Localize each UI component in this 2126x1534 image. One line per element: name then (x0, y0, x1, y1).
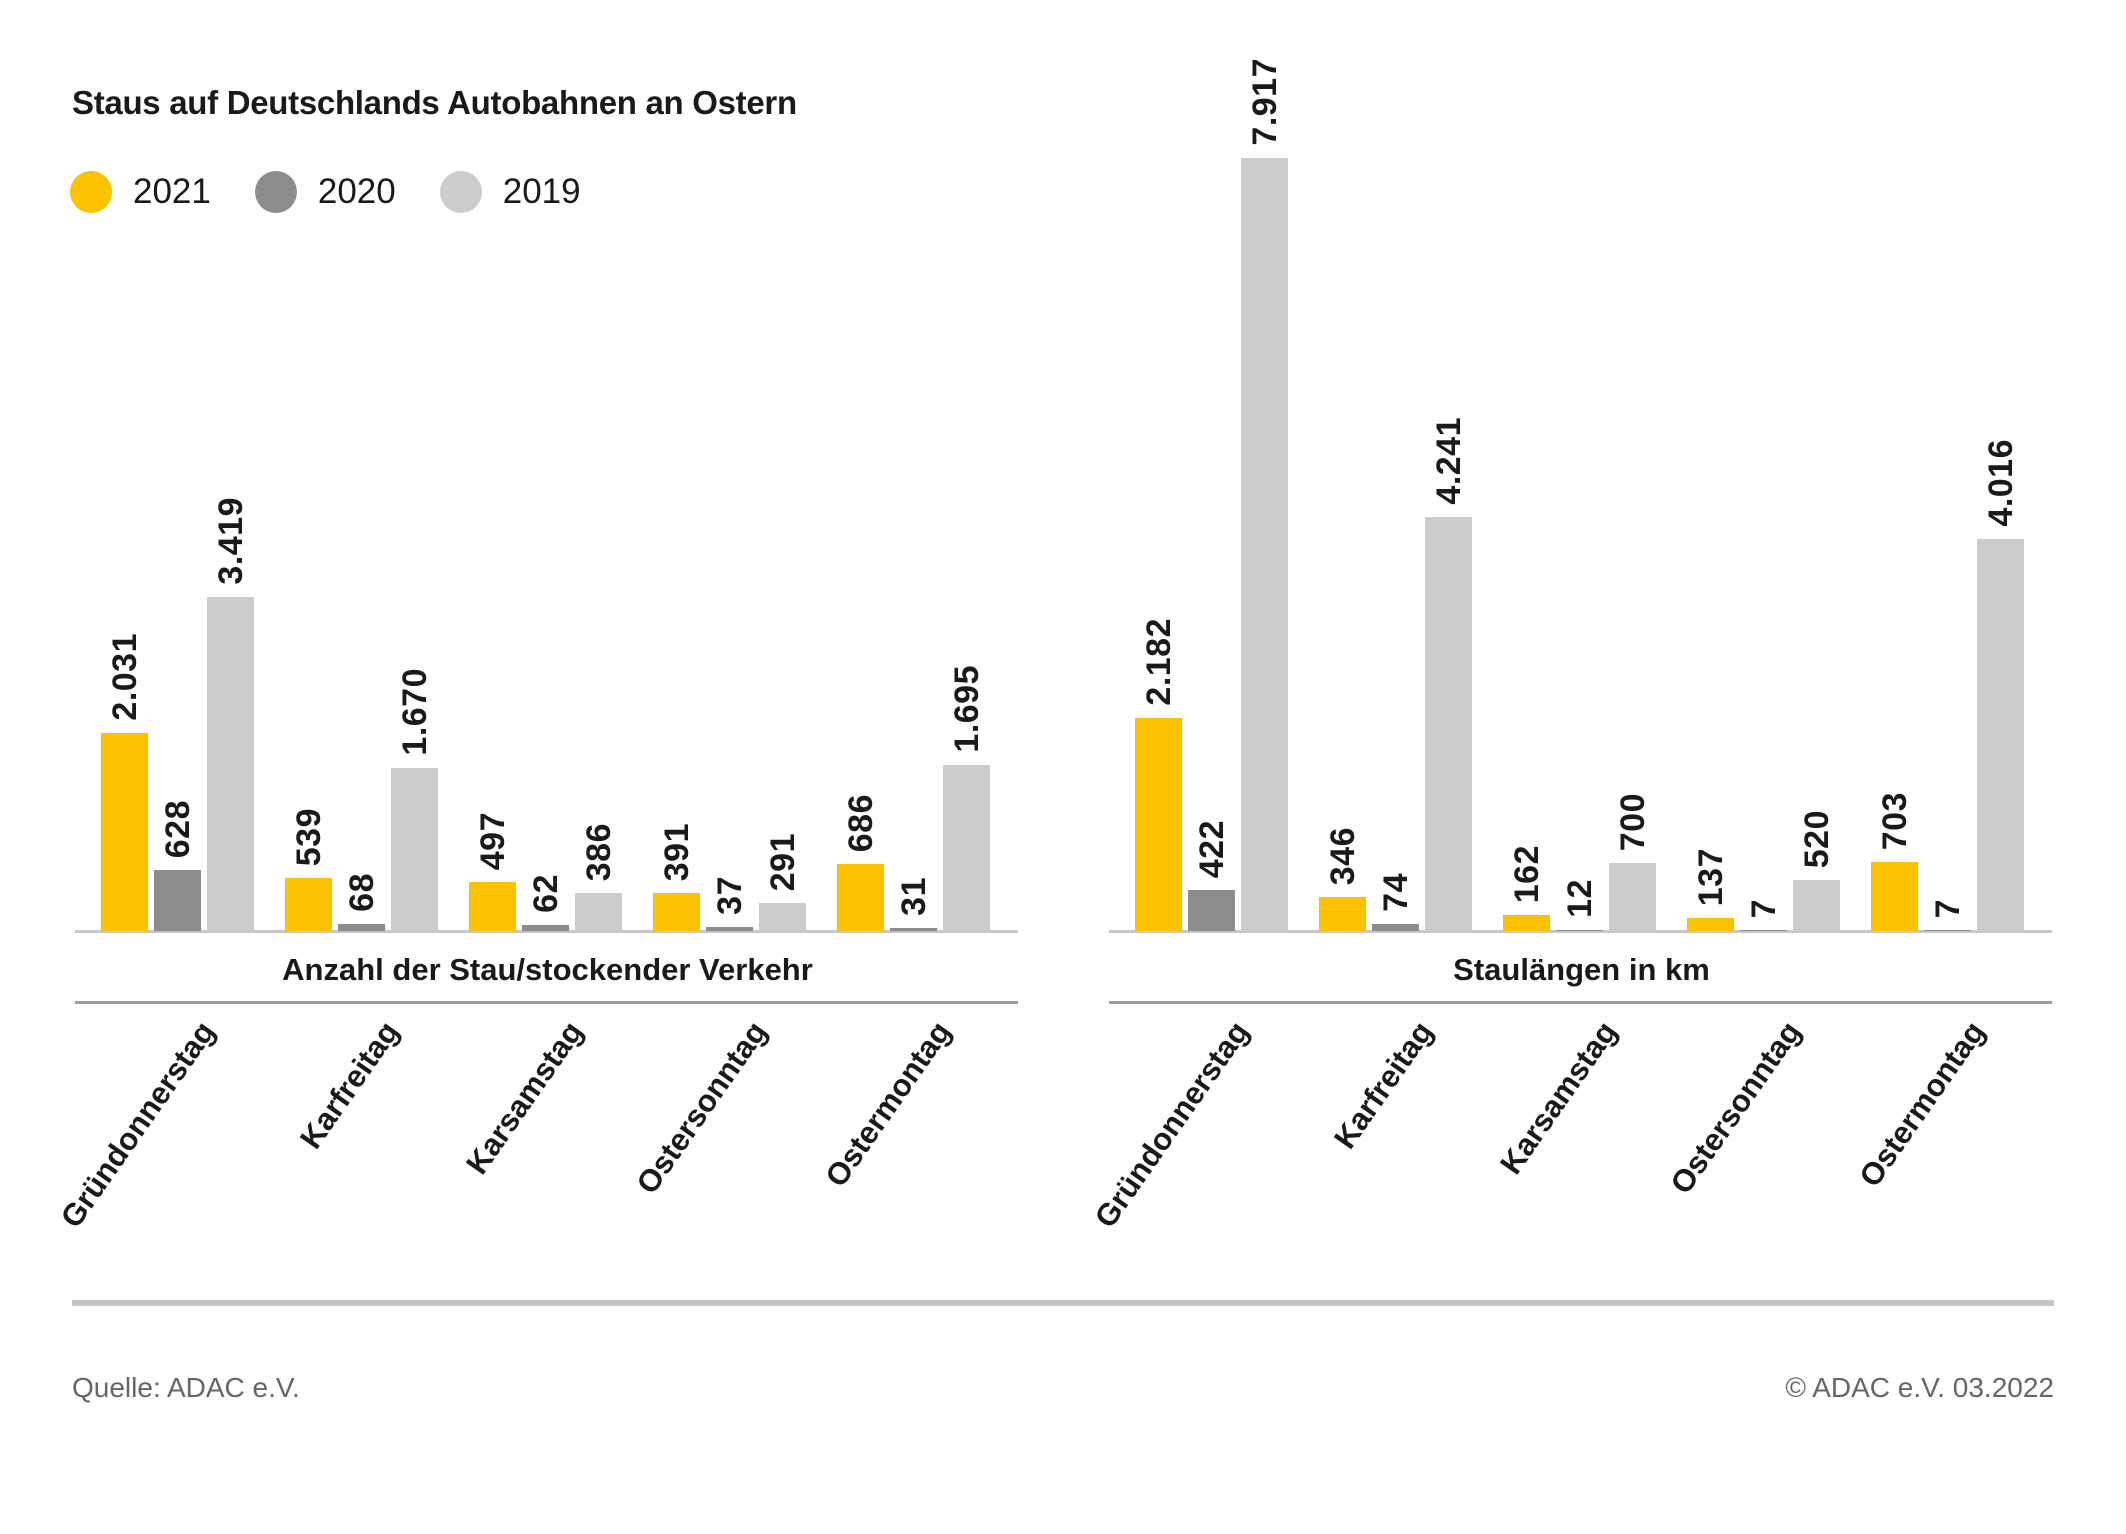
bar-2021-gruendonnerstag-left (101, 733, 148, 931)
bar-2020-ostersonntag-left (706, 927, 753, 931)
bar-2019-gruendonnerstag-left (207, 597, 254, 931)
bar-2021-gruendonnerstag-right (1135, 718, 1182, 931)
bar-2020-karfreitag-right (1372, 924, 1419, 931)
bar-2019-ostermontag-left (943, 765, 990, 931)
x-axis-label-ostermontag-left: Ostermontag (818, 1015, 958, 1194)
value-label-2021-ostersonntag-right: 137 (1692, 847, 1730, 906)
bar-2020-karfreitag-left (338, 924, 385, 931)
bar-2021-karfreitag-right (1319, 897, 1366, 931)
right-chart-title: Staulängen in km (1453, 952, 1710, 987)
value-label-2019-karfreitag-right: 4.241 (1430, 417, 1468, 505)
legend-label-2020: 2020 (317, 172, 396, 211)
value-label-2021-ostermontag-right: 703 (1876, 791, 1914, 850)
left-chart-x-axis-line (75, 930, 1018, 933)
bar-2019-karsamstag-right (1609, 863, 1656, 931)
bar-2020-karsamstag-right (1556, 930, 1603, 931)
page-title: Staus auf Deutschlands Autobahnen an Ost… (72, 84, 797, 121)
value-label-2020-ostermontag-left: 31 (895, 877, 933, 916)
value-label-2019-karsamstag-right: 700 (1614, 792, 1652, 851)
x-axis-label-ostermontag-right: Ostermontag (1852, 1015, 1992, 1194)
legend-label-2019: 2019 (502, 172, 581, 211)
footer-divider (72, 1300, 2054, 1306)
value-label-2021-karsamstag-left: 497 (474, 811, 512, 870)
x-axis-label-karsamstag-right: Karsamstag (1493, 1015, 1624, 1181)
value-label-2019-gruendonnerstag-right: 7.917 (1246, 58, 1284, 146)
value-label-2019-ostermontag-left: 1.695 (948, 665, 986, 753)
legend-swatch-2021-icon (70, 171, 112, 213)
footer-copyright-text: © ADAC e.V. 03.2022 (1785, 1372, 2054, 1403)
value-label-2020-karsamstag-right: 12 (1561, 879, 1599, 918)
x-axis-label-karfreitag-right: Karfreitag (1327, 1015, 1440, 1156)
value-label-2019-ostersonntag-left: 291 (764, 832, 802, 891)
value-label-2021-karfreitag-left: 539 (290, 807, 328, 866)
left-chart-separator-line (75, 1001, 1018, 1004)
value-label-2019-ostersonntag-right: 520 (1798, 809, 1836, 868)
value-label-2020-gruendonnerstag-right: 422 (1193, 819, 1231, 878)
legend-label-2021: 2021 (133, 172, 211, 211)
value-label-2019-karfreitag-left: 1.670 (396, 668, 434, 756)
bar-2019-karfreitag-right (1425, 517, 1472, 931)
bar-2019-ostermontag-right (1977, 539, 2024, 931)
value-label-2019-gruendonnerstag-left: 3.419 (212, 497, 250, 585)
bar-2019-karfreitag-left (391, 768, 438, 931)
right-chart-separator-line (1109, 1001, 2052, 1004)
bar-2021-karsamstag-right (1503, 915, 1550, 931)
bar-2021-ostermontag-left (837, 864, 884, 931)
value-label-2020-karfreitag-left: 68 (343, 873, 381, 912)
bar-2020-ostersonntag-right (1740, 930, 1787, 931)
value-label-2020-ostermontag-right: 7 (1929, 898, 1967, 918)
x-axis-label-ostersonntag-left: Ostersonntag (629, 1015, 774, 1201)
value-label-2020-karfreitag-right: 74 (1377, 873, 1415, 912)
legend-swatch-2020-icon (254, 171, 297, 213)
x-axis-label-gruendonnerstag-left: Gründonnerstag (53, 1015, 222, 1235)
legend-item-2019: 2019 (439, 171, 581, 213)
x-axis-label-ostersonntag-right: Ostersonntag (1663, 1015, 1808, 1201)
x-axis-label-karsamstag-left: Karsamstag (459, 1015, 590, 1181)
value-label-2019-karsamstag-left: 386 (580, 822, 618, 881)
legend-swatch-2019-icon (439, 171, 482, 213)
value-label-2021-ostersonntag-left: 391 (658, 822, 696, 881)
chart-legend: 2021 2020 2019 (70, 171, 625, 213)
bar-2019-ostersonntag-left (759, 903, 806, 931)
bar-2020-karsamstag-left (522, 925, 569, 931)
value-label-2020-gruendonnerstag-left: 628 (159, 799, 197, 858)
value-label-2020-ostersonntag-left: 37 (711, 876, 749, 915)
footer-source-text: Quelle: ADAC e.V. (72, 1372, 300, 1403)
value-label-2021-gruendonnerstag-right: 2.182 (1140, 618, 1178, 706)
legend-item-2020: 2020 (254, 171, 396, 213)
bar-2021-karfreitag-left (285, 878, 332, 931)
value-label-2019-ostermontag-right: 4.016 (1982, 439, 2020, 527)
value-label-2021-ostermontag-left: 686 (842, 793, 880, 852)
bar-2020-gruendonnerstag-right (1188, 890, 1235, 931)
x-axis-label-karfreitag-left: Karfreitag (293, 1015, 406, 1156)
bar-2020-gruendonnerstag-left (154, 870, 201, 931)
left-chart-title: Anzahl der Stau/stockender Verkehr (282, 952, 813, 987)
bar-2019-gruendonnerstag-right (1241, 158, 1288, 931)
bar-2019-karsamstag-left (575, 893, 622, 931)
bar-2020-ostermontag-left (890, 928, 937, 931)
x-axis-label-gruendonnerstag-right: Gründonnerstag (1087, 1015, 1256, 1235)
bar-2021-karsamstag-left (469, 882, 516, 931)
value-label-2020-ostersonntag-right: 7 (1745, 898, 1783, 918)
value-label-2021-karfreitag-right: 346 (1324, 826, 1362, 885)
bar-2021-ostersonntag-right (1687, 918, 1734, 931)
bar-2019-ostersonntag-right (1793, 880, 1840, 931)
value-label-2021-gruendonnerstag-left: 2.031 (106, 633, 144, 721)
legend-item-2021: 2021 (70, 171, 211, 213)
value-label-2021-karsamstag-right: 162 (1508, 844, 1546, 903)
value-label-2020-karsamstag-left: 62 (527, 874, 565, 913)
right-chart-x-axis-line (1109, 930, 2052, 933)
bar-2021-ostersonntag-left (653, 893, 700, 931)
bar-2021-ostermontag-right (1871, 862, 1918, 931)
bar-2020-ostermontag-right (1924, 930, 1971, 931)
